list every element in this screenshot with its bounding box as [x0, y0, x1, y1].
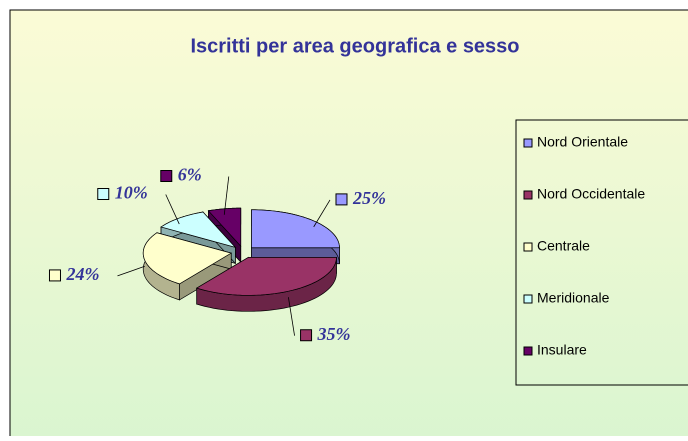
label-swatch — [300, 329, 313, 342]
legend-box — [515, 119, 688, 386]
pie-slice — [195, 256, 337, 312]
leader-line — [313, 199, 331, 228]
legend-label: Meridionale — [537, 290, 610, 306]
label-swatch — [160, 170, 173, 183]
data-label: 25% — [352, 188, 386, 208]
leader-line — [223, 176, 230, 215]
legend-swatch — [523, 138, 533, 148]
data-label: 24% — [65, 264, 99, 284]
legend-label: Insulare — [537, 342, 587, 358]
legend-label: Nord Occidentale — [537, 186, 645, 202]
legend-label: Nord Orientale — [537, 134, 628, 150]
slice-top — [251, 209, 340, 249]
label-swatch — [335, 193, 348, 206]
chart-title: Iscritti per area geografica e sesso — [190, 35, 519, 57]
label-swatch — [97, 188, 110, 201]
label-swatch — [48, 269, 61, 282]
leader-line — [165, 194, 180, 225]
data-label: 35% — [317, 324, 351, 344]
pie-slice — [251, 209, 340, 265]
slice-top — [142, 232, 233, 285]
legend-swatch — [523, 190, 533, 200]
legend-label: Centrale — [537, 238, 590, 254]
slice-top — [160, 211, 237, 249]
legend-swatch — [523, 346, 533, 356]
chart-frame — [9, 9, 688, 441]
pie-slice — [142, 232, 233, 301]
leader-line — [288, 297, 295, 336]
legend-swatch — [523, 294, 533, 304]
data-label: 10% — [115, 183, 148, 203]
leader-line — [117, 265, 145, 277]
slice-top — [195, 256, 337, 296]
slice-top — [207, 207, 242, 248]
legend-swatch — [523, 242, 533, 252]
data-label: 6% — [178, 165, 202, 185]
